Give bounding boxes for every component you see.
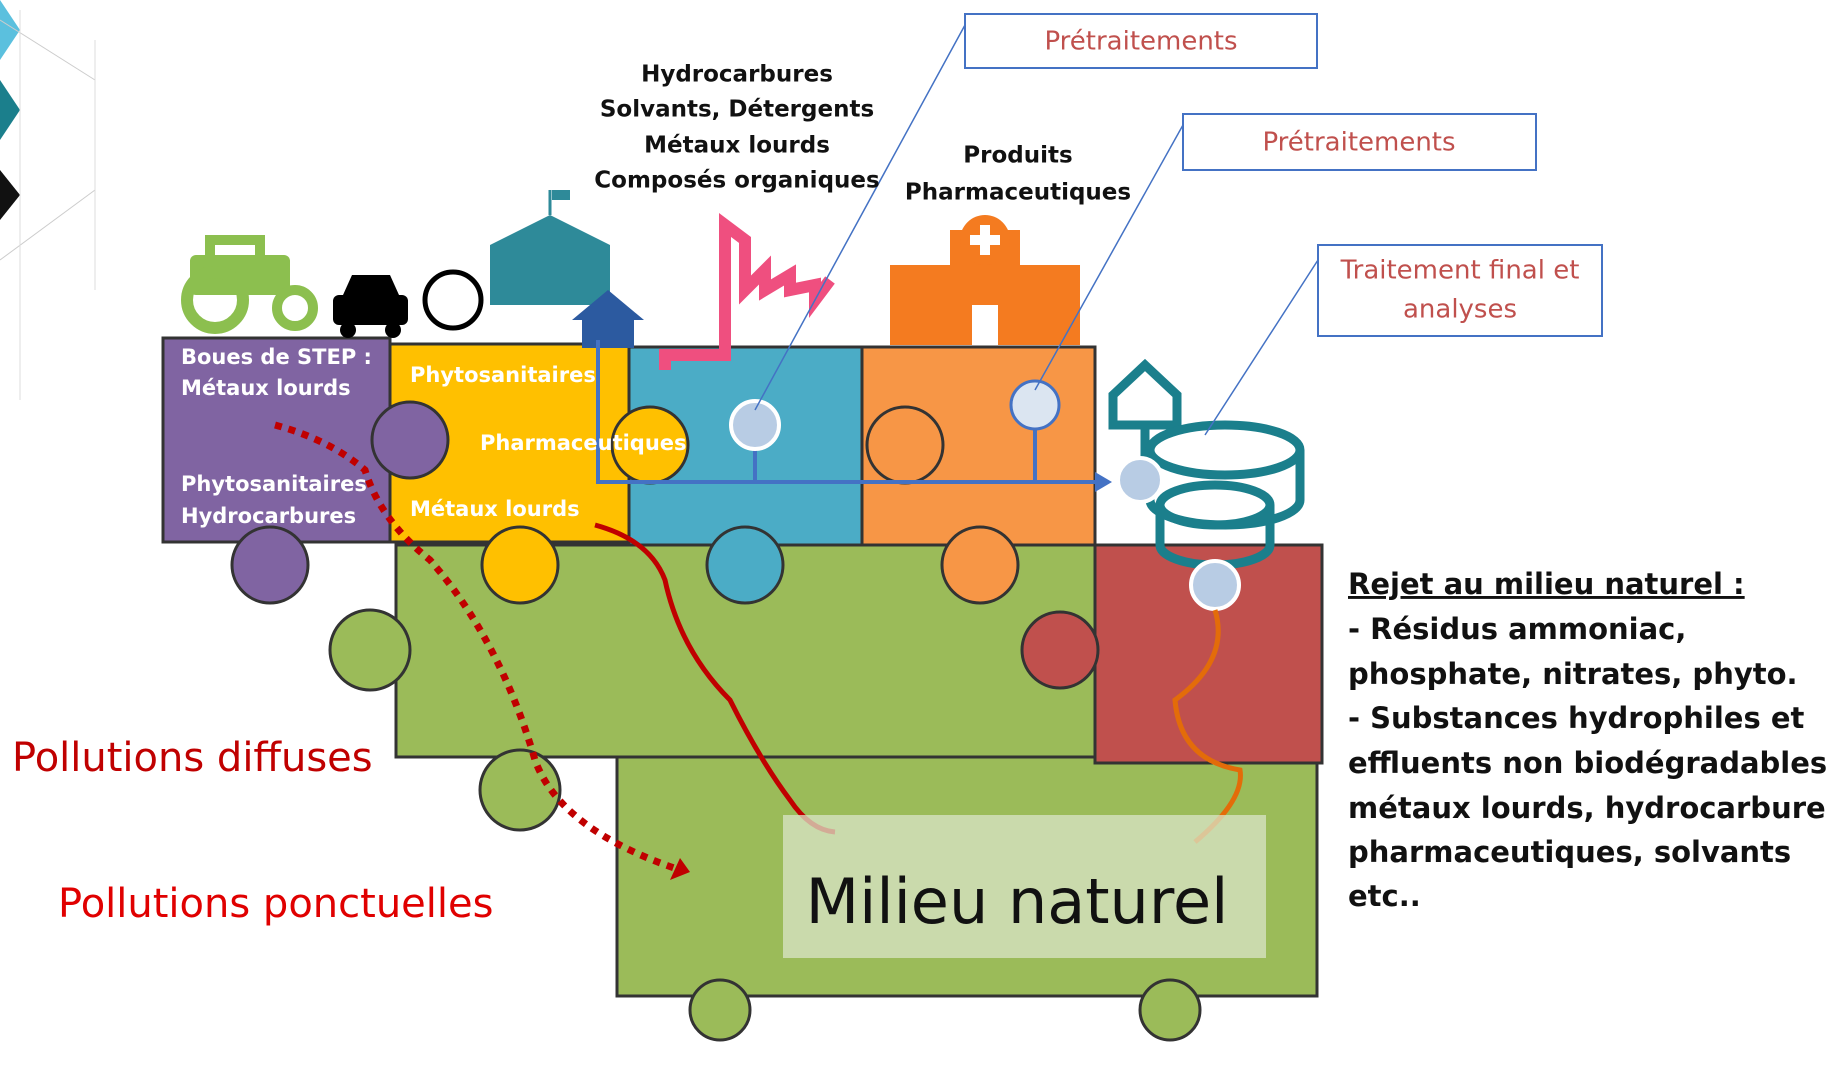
filter xyxy=(1191,561,1239,609)
filter xyxy=(1011,381,1059,429)
discharge-line: - Substances hydrophiles et xyxy=(1348,701,1804,735)
pollutant-label: Composés organiques xyxy=(594,168,879,194)
pharma-label: Produits xyxy=(963,143,1072,169)
piece-label: Boues de STEP : xyxy=(181,345,372,369)
diffuse-label: Pollutions diffuses xyxy=(12,735,373,781)
pharma-label: Pharmaceutiques xyxy=(905,180,1131,206)
callout-text: analyses xyxy=(1403,295,1517,325)
page: Prétraitements Prétraitements Traitement… xyxy=(0,0,1827,1069)
hospital-icon xyxy=(890,215,1080,345)
discharge-line: etc.. xyxy=(1348,879,1421,913)
recycling-icon xyxy=(425,272,481,328)
callout-text: Prétraitements xyxy=(1262,128,1455,158)
filter xyxy=(731,401,779,449)
discharge-line: pharmaceutiques, solvants xyxy=(1348,835,1791,869)
corner-decoration xyxy=(0,0,95,400)
discharge-line: phosphate, nitrates, phyto. xyxy=(1348,657,1798,691)
environment-label: Milieu naturel xyxy=(806,865,1229,938)
discharge-line: métaux lourds, hydrocarbures, xyxy=(1348,791,1827,825)
pollutant-label: Hydrocarbures xyxy=(641,62,833,88)
piece-label: Métaux lourds xyxy=(181,376,351,400)
point-label: Pollutions ponctuelles xyxy=(58,881,493,927)
diagram: Prétraitements Prétraitements Traitement… xyxy=(0,0,1827,1069)
leader-line xyxy=(1205,260,1318,435)
discharge-line: - Résidus ammoniac, xyxy=(1348,612,1686,646)
school-icon xyxy=(490,190,610,305)
tractor-icon xyxy=(187,240,313,328)
piece-label: Phytosanitaires xyxy=(181,472,367,496)
piece-label: Métaux lourds xyxy=(410,497,580,521)
piece-label: Pharmaceutiques xyxy=(480,431,687,455)
piece-label: Hydrocarbures xyxy=(181,504,356,528)
callout-text: Traitement final et xyxy=(1340,256,1580,286)
callout-text: Prétraitements xyxy=(1044,27,1237,57)
filter xyxy=(1118,458,1162,502)
discharge-title: Rejet au milieu naturel : xyxy=(1348,567,1745,601)
discharge-line: effluents non biodégradables : xyxy=(1348,746,1827,780)
pollutant-label: Métaux lourds xyxy=(644,133,830,159)
car-icon xyxy=(333,275,408,338)
pollutant-label: Solvants, Détergents xyxy=(600,97,874,123)
piece-label: Phytosanitaires xyxy=(410,363,596,387)
